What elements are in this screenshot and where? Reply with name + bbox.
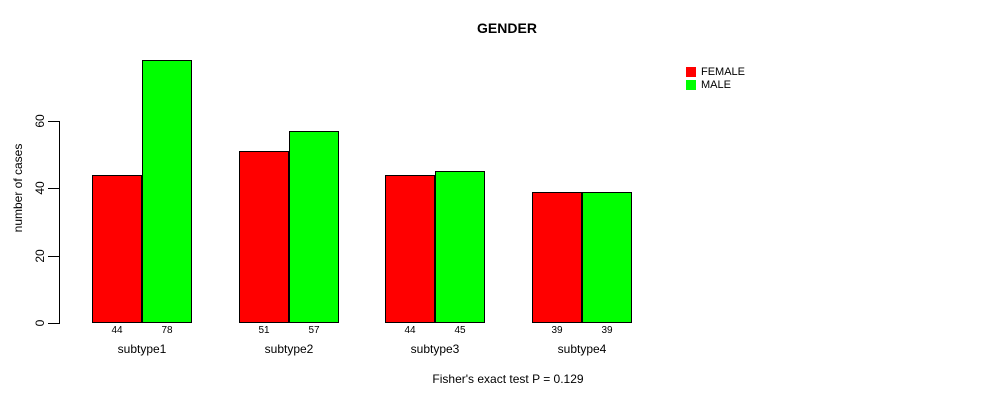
bar-subtype3-female — [385, 175, 435, 323]
bar-subtype1-female — [92, 175, 142, 323]
bar-value-label: 78 — [161, 325, 173, 336]
bar-value-label: 39 — [551, 325, 563, 336]
y-tick — [48, 323, 60, 324]
bar-subtype4-male — [582, 192, 632, 323]
category-label-subtype3: subtype3 — [410, 342, 460, 356]
category-label-subtype4: subtype4 — [557, 342, 607, 356]
bar-subtype3-male — [435, 171, 485, 323]
bar-value-label: 39 — [601, 325, 613, 336]
legend-label-male: MALE — [701, 79, 731, 91]
y-tick-label: 0 — [33, 319, 47, 327]
bar-value-label: 57 — [308, 325, 320, 336]
y-tick — [48, 256, 60, 257]
y-tick-label: 20 — [33, 249, 47, 263]
legend-swatch-male — [686, 80, 696, 90]
category-label-subtype1: subtype1 — [117, 342, 167, 356]
legend-label-female: FEMALE — [701, 66, 746, 78]
legend-swatch-female — [686, 67, 696, 77]
y-axis-title: number of cases — [11, 143, 25, 233]
category-label-subtype2: subtype2 — [264, 342, 314, 356]
fisher-test-caption: Fisher's exact test P = 0.129 — [432, 372, 584, 386]
y-tick-label: 60 — [33, 114, 47, 128]
y-tick — [48, 188, 60, 189]
bar-subtype1-male — [142, 60, 192, 323]
bar-subtype2-female — [239, 151, 289, 323]
y-tick-label: 40 — [33, 181, 47, 195]
bar-subtype4-female — [532, 192, 582, 323]
bar-value-label: 44 — [404, 325, 416, 336]
bar-value-label: 45 — [454, 325, 466, 336]
y-tick — [48, 121, 60, 122]
y-axis-line — [59, 121, 60, 323]
bar-subtype2-male — [289, 131, 339, 323]
bar-value-label: 51 — [258, 325, 270, 336]
plot-title: GENDER — [477, 20, 537, 36]
bar-value-label: 44 — [111, 325, 123, 336]
